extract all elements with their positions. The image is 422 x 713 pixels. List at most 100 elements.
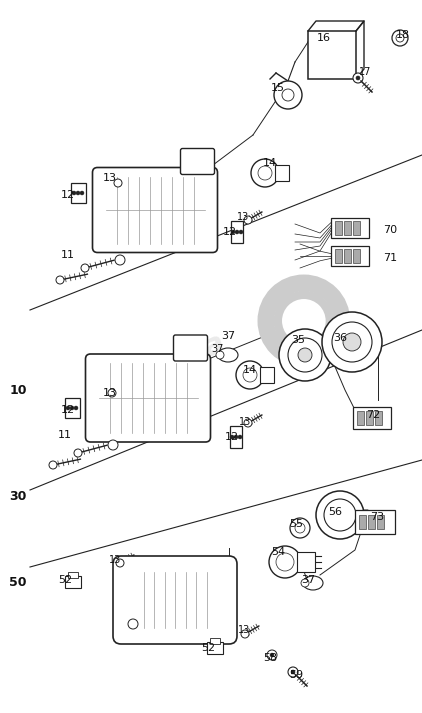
Text: 13: 13 [239,417,251,427]
Circle shape [76,191,80,195]
Bar [207,642,223,654]
Bar [359,515,366,529]
Text: 52: 52 [201,643,215,653]
Text: 58: 58 [263,653,277,663]
FancyBboxPatch shape [86,354,211,442]
Text: 37: 37 [212,344,224,354]
Text: 50: 50 [9,575,27,588]
Bar [68,572,78,578]
Circle shape [291,670,295,674]
FancyBboxPatch shape [181,148,214,175]
Circle shape [343,333,361,351]
Text: 54: 54 [271,547,285,557]
Circle shape [74,406,78,410]
Circle shape [238,435,242,439]
Bar [368,515,375,529]
Bar [275,165,289,181]
Text: 15: 15 [271,83,285,93]
Circle shape [392,30,408,46]
Bar [297,552,315,572]
Text: 12: 12 [61,190,75,200]
Bar [353,221,360,235]
Text: 37: 37 [221,331,235,341]
Circle shape [243,368,257,382]
Bar [353,407,391,429]
Text: 10: 10 [9,384,27,396]
Circle shape [267,650,277,660]
Text: 13: 13 [109,555,121,565]
Bar [335,221,342,235]
Circle shape [80,191,84,195]
Circle shape [244,216,252,224]
Circle shape [353,73,363,83]
Text: 13: 13 [237,212,249,222]
Ellipse shape [303,576,323,590]
Circle shape [236,361,264,389]
Circle shape [56,276,64,284]
Circle shape [114,179,122,187]
Circle shape [290,518,310,538]
Text: 73: 73 [370,512,384,522]
Text: 14: 14 [243,365,257,375]
Bar [231,221,243,243]
Text: 72: 72 [366,410,380,420]
Text: 37: 37 [301,575,315,585]
Circle shape [276,553,294,571]
FancyBboxPatch shape [92,168,217,252]
Bar [331,246,369,266]
Circle shape [288,667,298,677]
Bar [65,398,79,418]
Circle shape [49,461,57,469]
Circle shape [301,579,309,587]
Circle shape [288,338,322,372]
Text: 35: 35 [291,335,305,345]
Bar [260,367,274,383]
Circle shape [115,255,125,265]
Text: 12: 12 [61,405,75,415]
Circle shape [270,653,274,657]
Circle shape [74,449,82,457]
Circle shape [324,499,356,531]
Text: 12: 12 [223,227,237,237]
Bar [377,515,384,529]
Circle shape [234,435,238,439]
Bar [331,218,369,238]
Bar [335,249,342,263]
Text: 52: 52 [58,575,72,585]
Text: 13: 13 [103,388,117,398]
Circle shape [295,523,305,533]
Bar [353,249,360,263]
Circle shape [332,322,372,362]
Text: 56: 56 [328,507,342,517]
Bar [344,221,351,235]
Text: 11: 11 [58,430,72,440]
Text: 59: 59 [289,670,303,680]
Bar [65,576,81,588]
Text: 14: 14 [263,158,277,168]
Text: 70: 70 [383,225,397,235]
Bar [366,411,373,425]
Circle shape [70,406,74,410]
Bar [210,638,220,644]
Bar [230,426,242,448]
Circle shape [244,419,252,427]
Text: 55: 55 [289,519,303,529]
Circle shape [274,81,302,109]
Text: 71: 71 [383,253,397,263]
Bar [355,510,395,534]
Circle shape [282,89,294,101]
FancyBboxPatch shape [173,335,208,361]
Circle shape [258,166,272,180]
Circle shape [279,329,331,381]
Circle shape [356,76,360,80]
Ellipse shape [218,348,238,362]
Bar [375,411,382,425]
Text: 13: 13 [103,173,117,183]
Circle shape [241,630,249,638]
Text: 16: 16 [317,33,331,43]
Text: 13: 13 [238,625,250,635]
Bar [70,183,86,203]
Circle shape [231,230,235,234]
Circle shape [108,440,118,450]
Text: 36: 36 [333,333,347,343]
